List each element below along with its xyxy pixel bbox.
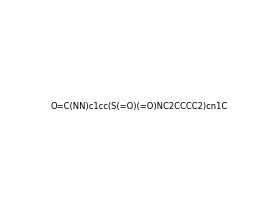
Text: O=C(NN)c1cc(S(=O)(=O)NC2CCCC2)cn1C: O=C(NN)c1cc(S(=O)(=O)NC2CCCC2)cn1C (51, 102, 228, 111)
